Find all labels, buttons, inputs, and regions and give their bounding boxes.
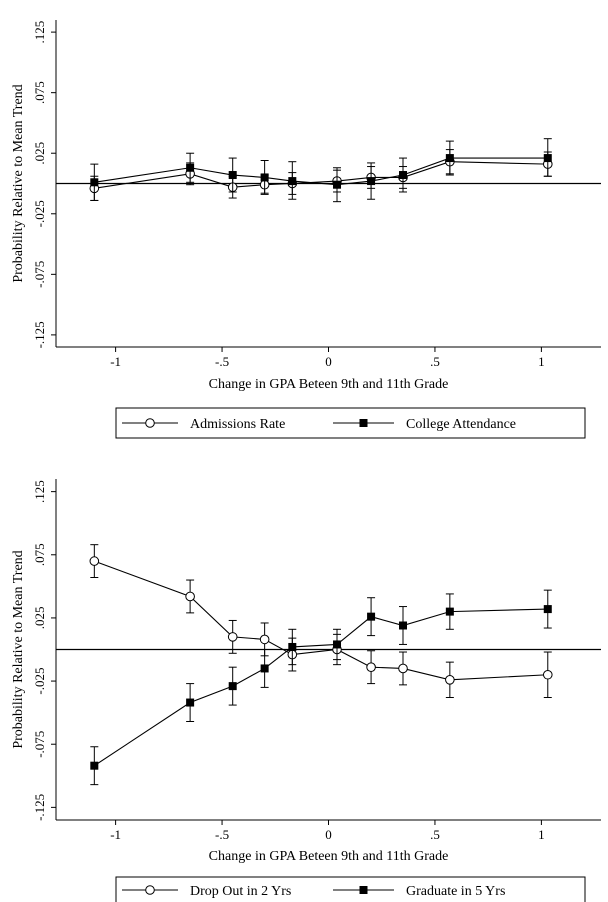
x-tick-label: 1 <box>538 827 545 842</box>
data-point <box>445 607 454 616</box>
data-point <box>399 621 408 630</box>
legend-marker <box>359 419 368 427</box>
x-tick-label: .5 <box>430 827 440 842</box>
data-point <box>288 642 297 651</box>
y-tick-label: -.125 <box>32 794 47 821</box>
data-point <box>398 663 408 674</box>
x-tick-label: -.5 <box>215 354 229 369</box>
data-point <box>90 761 99 770</box>
y-tick-label: -.075 <box>32 731 47 758</box>
data-point <box>228 171 237 180</box>
data-point <box>228 682 237 691</box>
data-point <box>445 675 455 685</box>
data-point <box>333 180 342 189</box>
data-point <box>260 664 269 673</box>
y-tick-label: .125 <box>32 21 47 44</box>
data-point <box>259 634 270 645</box>
series-line <box>94 560 548 681</box>
y-axis-label: Probability Relative to Mean Trend <box>11 84 26 282</box>
y-tick-label: -.025 <box>32 668 47 695</box>
x-tick-label: .5 <box>430 354 440 369</box>
data-point <box>543 605 552 614</box>
x-tick-label: 0 <box>325 354 332 369</box>
top-chart-panel: .125 .075 .025 -.025 -.075 -.125 -1 -.5 0 .5 1 Prob… <box>11 20 601 439</box>
data-point <box>186 698 195 707</box>
x-tick-label: 0 <box>325 827 332 842</box>
data-point <box>366 662 376 672</box>
y-tick-label: .025 <box>32 607 47 630</box>
data-point <box>89 556 100 566</box>
bottom-chart-panel: .125 .075 .025 -.025 -.075 -.125 -1 -.5 0 .5 1 Prob… <box>11 479 601 902</box>
data-point <box>260 173 269 182</box>
data-point <box>90 178 99 187</box>
x-axis-label: Change in GPA Beteen 9th and 11th Grade <box>209 849 449 864</box>
y-tick-label: -.125 <box>32 321 47 348</box>
legend-marker <box>145 885 155 895</box>
series-line <box>94 157 548 186</box>
y-tick-label: -.025 <box>32 200 47 227</box>
legend-box <box>115 876 586 902</box>
data-point <box>399 171 408 180</box>
x-tick-label: -.5 <box>215 827 229 842</box>
data-point <box>367 177 376 186</box>
data-point <box>185 591 195 602</box>
legend-marker <box>145 418 155 428</box>
series-line <box>94 608 548 767</box>
x-tick-label: -1 <box>110 354 121 369</box>
x-tick-label: -1 <box>110 827 121 842</box>
data-point <box>542 669 553 680</box>
series-line <box>94 161 548 189</box>
x-tick-label: 1 <box>538 354 545 369</box>
legend-label: Drop Out in 2 Yrs <box>190 884 291 899</box>
data-point <box>186 163 195 172</box>
data-point <box>543 154 552 163</box>
data-point <box>333 640 342 649</box>
data-point <box>227 632 238 642</box>
y-tick-label: .125 <box>32 480 47 503</box>
x-axis-label: Change in GPA Beteen 9th and 11th Grade <box>209 377 449 392</box>
data-point <box>445 154 454 163</box>
y-axis-label: Probability Relative to Mean Trend <box>11 550 26 748</box>
data-point <box>288 177 297 186</box>
legend-marker <box>359 886 368 894</box>
legend-label: Admissions Rate <box>190 417 285 432</box>
legend-label: Graduate in 5 Yrs <box>406 884 505 899</box>
y-tick-label: -.075 <box>32 261 47 288</box>
y-tick-label: .075 <box>32 81 47 104</box>
data-point <box>367 612 376 621</box>
legend-label: College Attendance <box>406 417 516 432</box>
y-tick-label: .025 <box>32 142 47 165</box>
y-tick-label: .075 <box>32 543 47 566</box>
